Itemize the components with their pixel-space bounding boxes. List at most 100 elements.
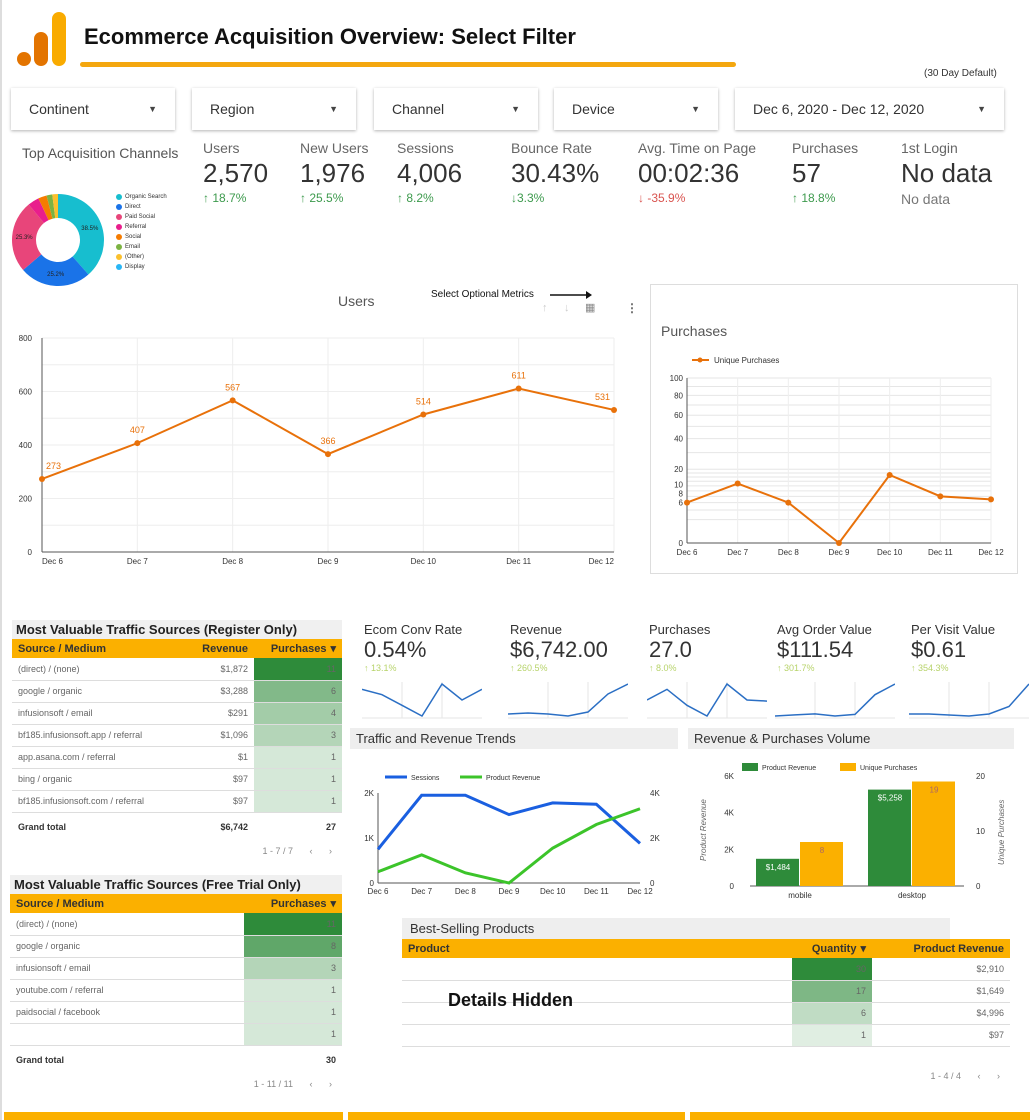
data-label: 273: [46, 461, 61, 471]
data-point[interactable]: [886, 471, 893, 478]
table-row[interactable]: (direct) / (none) $1,872 11: [12, 658, 342, 681]
legend-label: Organic Search: [125, 194, 167, 200]
sort-descending-icon[interactable]: ↓: [564, 302, 570, 314]
kpi-change: ↓3.3%: [511, 191, 633, 205]
table-row[interactable]: app.asana.com / referral $1 1: [12, 746, 342, 769]
kpi-change: ↑ 18.8%: [792, 191, 896, 205]
bar[interactable]: [800, 842, 843, 886]
dropdown-caret-icon: ▼: [148, 104, 157, 114]
y2-tick-label: 10: [976, 827, 985, 836]
sort-caret-icon: ▾: [330, 898, 336, 910]
data-point[interactable]: [134, 440, 141, 447]
data-point[interactable]: [39, 475, 45, 482]
data-point[interactable]: [420, 411, 427, 418]
purchases-cell: 4: [254, 702, 342, 725]
donut-slice: [28, 198, 49, 224]
best-selling-products-table: Best-Selling Products Product Quantity ▾ Pr…: [402, 918, 1010, 1081]
bottom-section-bar: [690, 1112, 1030, 1120]
table-row[interactable]: google / organic $3,288 6: [12, 680, 342, 703]
column-header[interactable]: Product Revenue: [872, 939, 1010, 958]
table-row[interactable]: google / organic 8: [10, 935, 342, 958]
arrow-up-icon: ↑: [300, 191, 310, 205]
pager-next-icon[interactable]: ›: [329, 1079, 332, 1089]
data-point[interactable]: [785, 499, 792, 506]
pager-prev-icon[interactable]: ‹: [309, 1079, 313, 1089]
revenue-cell: $97: [178, 790, 254, 813]
column-header[interactable]: Purchases ▾: [244, 894, 342, 913]
pager-prev-icon[interactable]: ‹: [977, 1070, 981, 1081]
y-tick-label: 40: [674, 435, 683, 444]
table-row[interactable]: 30 $2,910: [402, 958, 1010, 981]
header-label: Source / Medium: [16, 897, 105, 910]
arrow-up-icon: ↑: [777, 663, 785, 673]
x-tick-label: Dec 10: [411, 557, 437, 566]
bar[interactable]: [756, 858, 799, 886]
table-row[interactable]: 1 $97: [402, 1024, 1010, 1047]
trial-table-title: Most Valuable Traffic Sources (Free Tria…: [10, 875, 342, 894]
table-row[interactable]: infusionsoft / email $291 4: [12, 702, 342, 725]
purchases-cell: 1: [244, 1023, 342, 1046]
continent-filter[interactable]: Continent ▼: [11, 88, 175, 130]
column-header[interactable]: Revenue: [178, 639, 254, 658]
kpi-label: 1st Login: [901, 140, 958, 156]
data-point[interactable]: [734, 480, 741, 487]
kpi-change-value: -35.9%: [647, 191, 686, 205]
pager-prev-icon[interactable]: ‹: [309, 846, 313, 856]
data-point[interactable]: [988, 496, 994, 503]
table-row[interactable]: infusionsoft / email 3: [10, 957, 342, 980]
column-header[interactable]: Source / Medium: [12, 639, 178, 658]
date-range-picker[interactable]: Dec 6, 2020 - Dec 12, 2020 ▼: [735, 88, 1004, 130]
donut-slice: [23, 254, 89, 286]
data-point[interactable]: [937, 493, 944, 500]
column-header[interactable]: Quantity ▾: [792, 939, 872, 958]
header-label: Purchases: [270, 898, 327, 910]
data-point[interactable]: [611, 406, 617, 413]
data-point[interactable]: [836, 540, 842, 546]
device-filter[interactable]: Device ▼: [554, 88, 718, 130]
arrow-right-icon: [550, 291, 592, 299]
table-row[interactable]: bing / organic $97 1: [12, 768, 342, 791]
legend-item: Direct: [116, 204, 178, 212]
column-header[interactable]: Source / Medium: [10, 894, 244, 913]
y2-tick-label: 0: [976, 882, 981, 891]
column-header[interactable]: Purchases ▾: [254, 639, 342, 658]
table-row[interactable]: bf185.infusionsoft.com / referral $97 1: [12, 790, 342, 813]
header-label: Revenue: [202, 642, 248, 655]
y-tick-label: 1K: [364, 834, 374, 843]
legend-label: Sessions: [411, 775, 440, 782]
channel-filter[interactable]: Channel ▼: [374, 88, 538, 130]
legend-label: (Other): [125, 254, 145, 260]
data-point[interactable]: [515, 385, 522, 392]
revenue-volume-title: Revenue & Purchases Volume: [688, 728, 1014, 749]
purchases-chart-title: Purchases: [661, 323, 728, 339]
source-medium-cell: bing / organic: [12, 768, 178, 791]
table-row[interactable]: (direct) / (none) 11: [10, 913, 342, 936]
table-row[interactable]: 6 $4,996: [402, 1002, 1010, 1025]
table-row[interactable]: paidsocial / facebook 1: [10, 1001, 342, 1024]
mini-kpi-change: ↑ 8.0%: [649, 663, 773, 673]
data-point[interactable]: [325, 451, 331, 458]
users-line-chart: Dec 6 Dec 7 Dec 8 Dec 9 Dec 10 Dec 11 Dec 12 0 2…: [19, 334, 617, 566]
table-row[interactable]: 17 $1,649: [402, 980, 1010, 1003]
sparkline-path: [775, 683, 895, 717]
region-filter[interactable]: Region ▼: [192, 88, 356, 130]
y-tick-label: 60: [674, 411, 683, 420]
pager-next-icon[interactable]: ›: [997, 1070, 1000, 1081]
column-header[interactable]: Product: [402, 939, 792, 958]
pager-next-icon[interactable]: ›: [329, 846, 332, 856]
bottom-section-bar: [348, 1112, 685, 1120]
optional-metrics-icon[interactable]: ▦: [585, 302, 596, 314]
data-point[interactable]: [684, 499, 690, 506]
legend-item: Referral: [116, 224, 178, 232]
table-row[interactable]: bf185.infusionsoft.app / referral $1,096 3: [12, 724, 342, 747]
legend-swatch: [116, 244, 122, 250]
purchases-cell: 1: [244, 979, 342, 1002]
data-point[interactable]: [229, 397, 236, 404]
source-medium-cell: infusionsoft / email: [10, 957, 244, 980]
sort-ascending-icon[interactable]: ↑: [542, 302, 548, 314]
bar[interactable]: [912, 781, 955, 887]
more-options-icon[interactable]: ⋮: [626, 301, 638, 315]
bar[interactable]: [868, 789, 911, 886]
table-row[interactable]: 1: [10, 1023, 342, 1046]
table-row[interactable]: youtube.com / referral 1: [10, 979, 342, 1002]
